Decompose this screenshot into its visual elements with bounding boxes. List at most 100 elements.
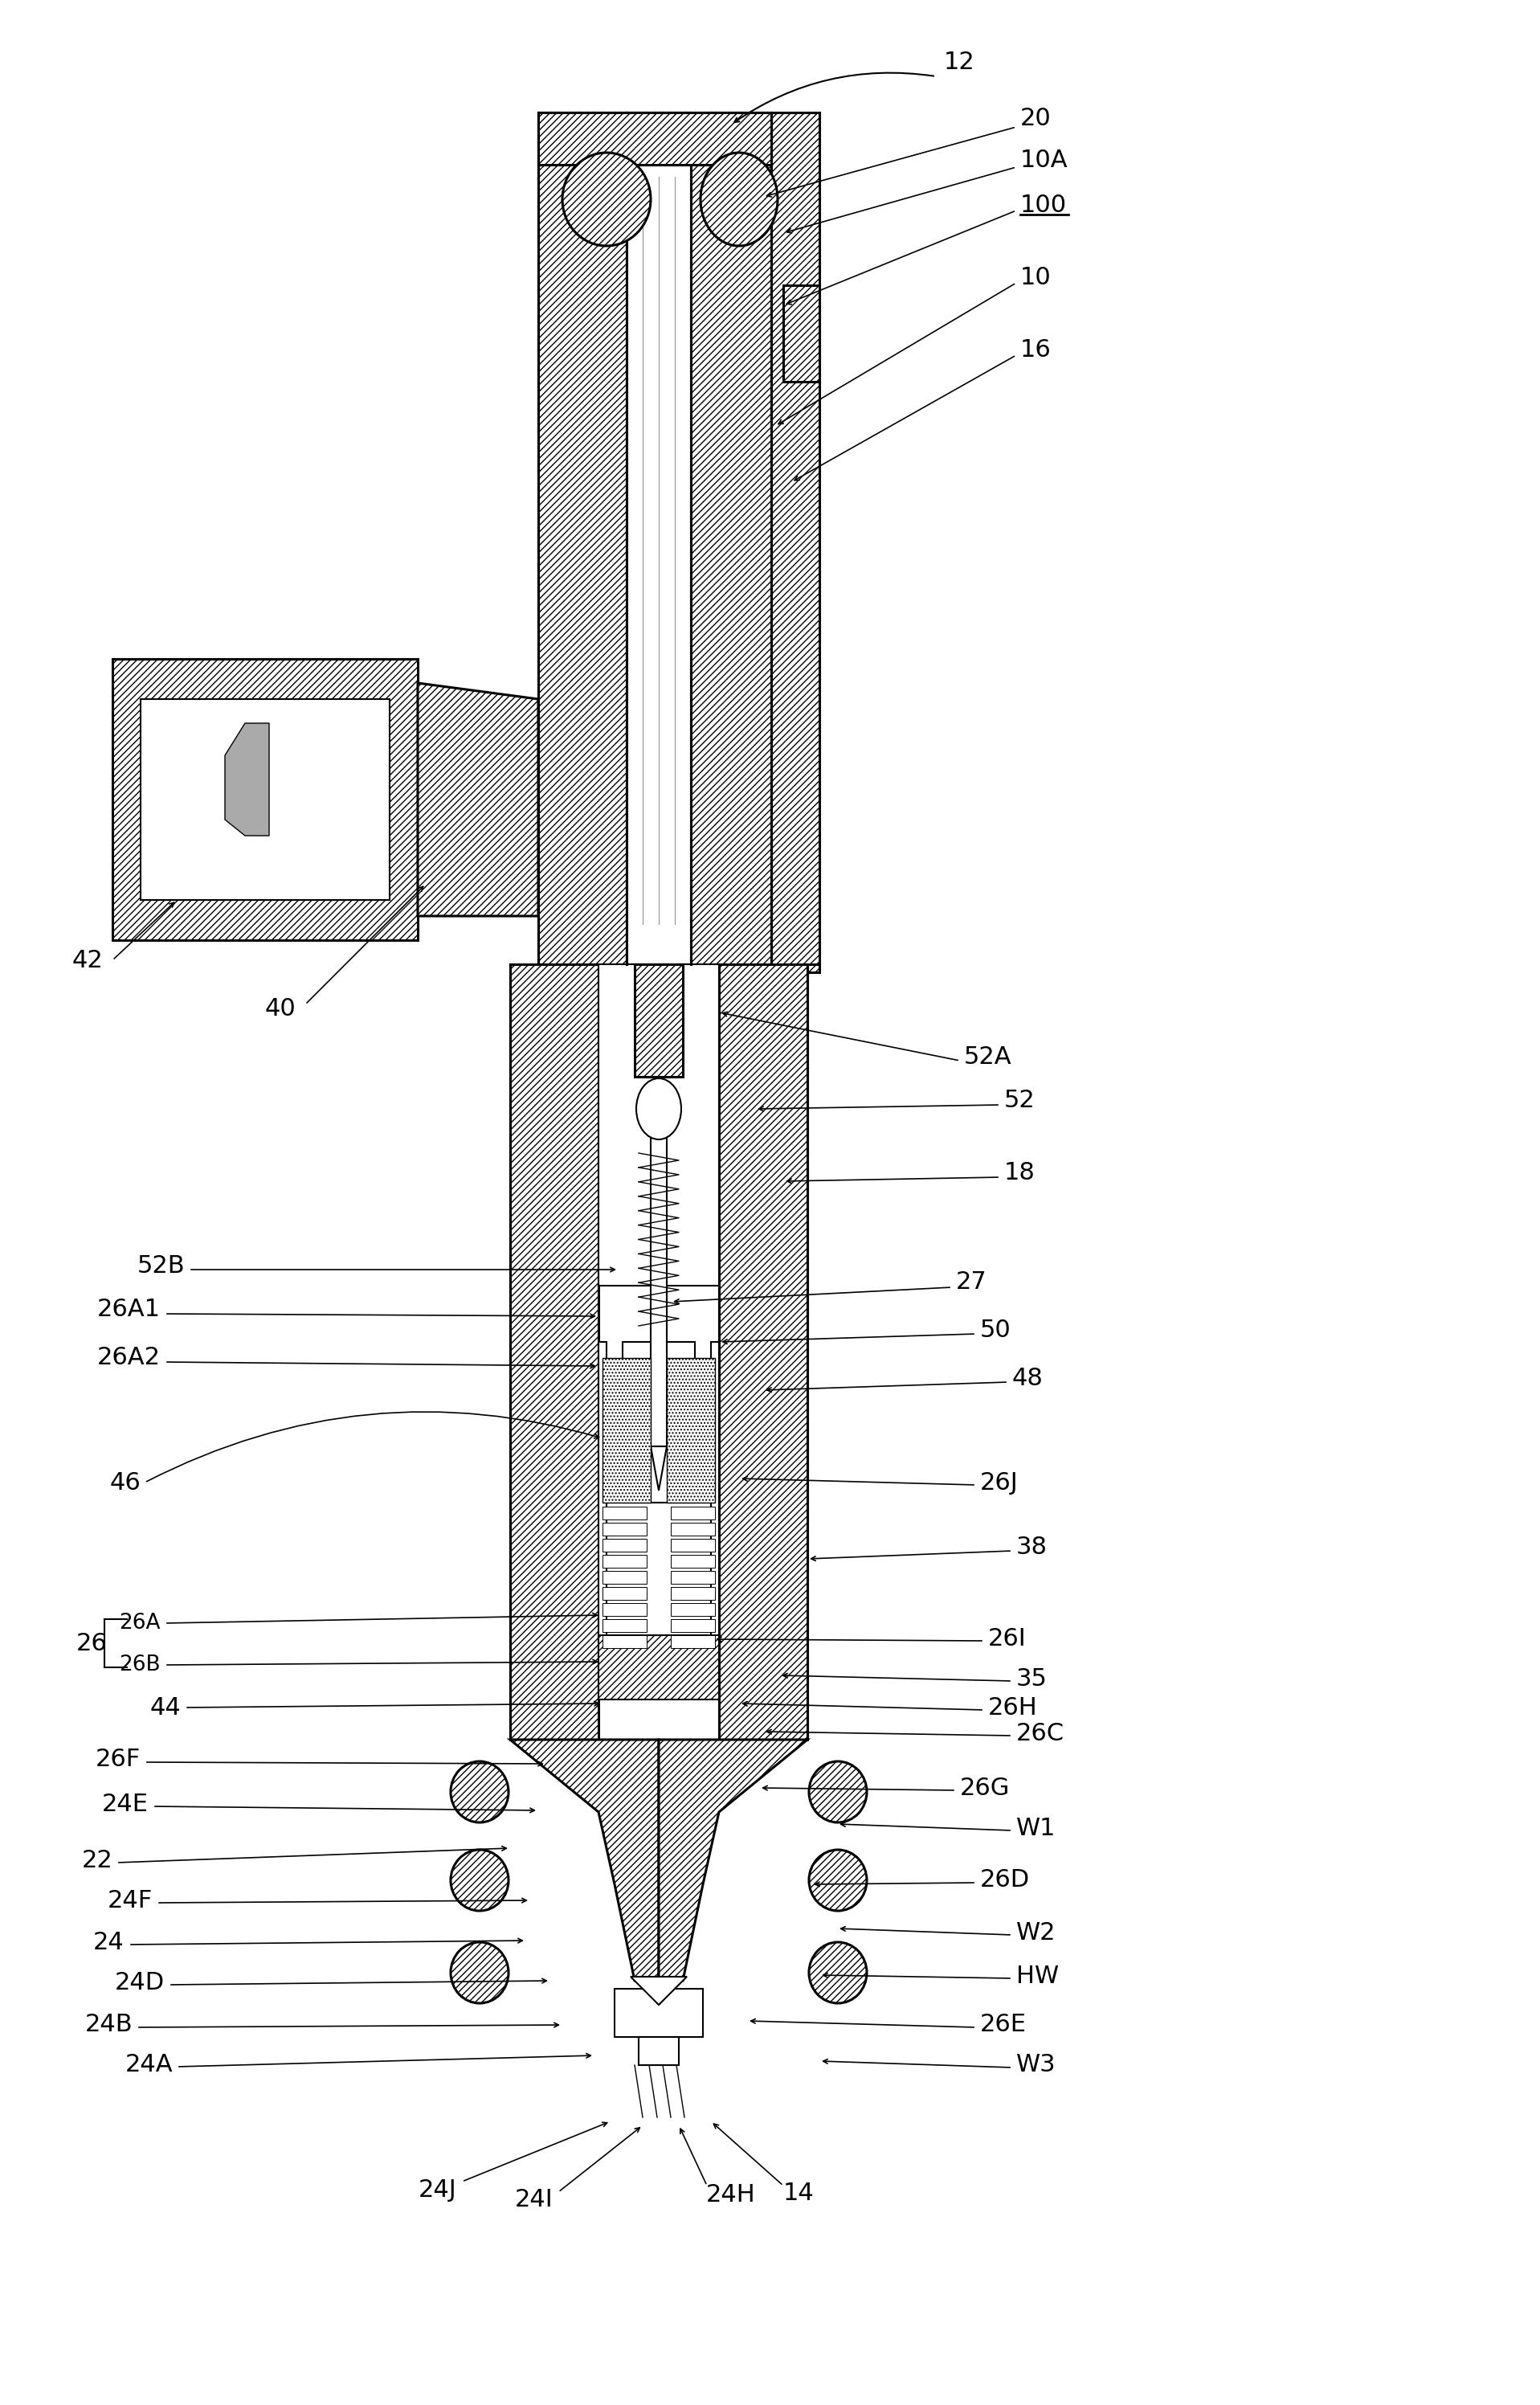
Text: 26G: 26G (959, 1777, 1010, 1799)
Text: 24E: 24E (102, 1792, 149, 1816)
Bar (671, 1635, 715, 1647)
Text: 16: 16 (1019, 337, 1052, 361)
Text: 100: 100 (1019, 192, 1067, 216)
Bar (671, 1604, 715, 1616)
Bar (602, 1556, 647, 1568)
Ellipse shape (701, 152, 778, 245)
Text: 26A1: 26A1 (97, 1299, 160, 1320)
Bar (622, 1342, 695, 1503)
Text: 35: 35 (1016, 1667, 1047, 1691)
Bar (772, 113, 819, 972)
Text: 26J: 26J (979, 1472, 1018, 1494)
Text: 18: 18 (1004, 1162, 1035, 1186)
Polygon shape (417, 683, 539, 916)
Bar (599, 1635, 719, 1700)
Text: 26A: 26A (119, 1614, 160, 1633)
Text: 38: 38 (1016, 1534, 1047, 1558)
Text: 52A: 52A (964, 1046, 1012, 1068)
Text: 12: 12 (944, 51, 975, 75)
Ellipse shape (808, 1849, 867, 1912)
Bar (671, 1556, 715, 1568)
Bar (634, 964, 682, 1077)
Text: 27: 27 (956, 1270, 987, 1294)
Bar (539, 113, 772, 164)
Bar (691, 113, 772, 964)
Bar (602, 1604, 647, 1616)
Text: W2: W2 (1016, 1922, 1056, 1943)
Text: 24I: 24I (514, 2189, 553, 2213)
Ellipse shape (636, 1077, 681, 1140)
Text: 24A: 24A (125, 2054, 172, 2078)
Text: 24: 24 (94, 1931, 125, 1955)
Text: 26H: 26H (989, 1696, 1038, 1720)
Bar (510, 964, 599, 1739)
Text: 22: 22 (82, 1849, 112, 1871)
Bar (602, 1522, 647, 1534)
Bar (719, 964, 807, 1739)
Ellipse shape (808, 1943, 867, 2003)
Polygon shape (651, 1445, 667, 1491)
Bar (599, 964, 719, 1287)
Bar (602, 1570, 647, 1585)
Text: 40: 40 (265, 996, 296, 1020)
Text: 44: 44 (149, 1696, 180, 1720)
Bar (602, 1635, 647, 1647)
Bar (671, 1619, 715, 1633)
Bar (627, 113, 691, 964)
Bar (671, 1522, 715, 1534)
Polygon shape (225, 724, 270, 835)
Bar (602, 1587, 647, 1599)
Ellipse shape (451, 1760, 508, 1823)
Text: 26B: 26B (119, 1655, 160, 1676)
Text: 48: 48 (1012, 1366, 1044, 1390)
Text: 42: 42 (72, 948, 103, 972)
Text: 26I: 26I (989, 1628, 1027, 1650)
Text: 26F: 26F (95, 1748, 140, 1772)
Text: 52B: 52B (137, 1253, 185, 1277)
Text: HW: HW (1016, 1965, 1060, 1989)
Text: W3: W3 (1016, 2054, 1056, 2078)
Bar (599, 1342, 607, 1676)
Bar (671, 1570, 715, 1585)
Text: 26E: 26E (979, 2013, 1027, 2037)
Bar (667, 1359, 715, 1503)
Text: W1: W1 (1016, 1816, 1056, 1840)
Bar (602, 1539, 647, 1551)
Text: 20: 20 (1019, 108, 1052, 130)
Text: 10A: 10A (1019, 149, 1069, 173)
Bar (602, 1359, 651, 1503)
Text: 14: 14 (784, 2181, 815, 2205)
Bar (671, 1587, 715, 1599)
Text: 46: 46 (109, 1472, 140, 1494)
Text: 26D: 26D (979, 1869, 1030, 1893)
Bar (639, 2037, 679, 2066)
Bar (602, 1506, 647, 1520)
Ellipse shape (808, 1760, 867, 1823)
Bar (140, 700, 390, 899)
Bar (671, 1539, 715, 1551)
Bar (614, 1989, 702, 2037)
Bar (112, 659, 417, 940)
Text: 26A2: 26A2 (97, 1347, 160, 1368)
Text: 24H: 24H (707, 2184, 756, 2208)
Polygon shape (630, 1977, 687, 2006)
Text: 26: 26 (77, 1631, 108, 1655)
Text: 26C: 26C (1016, 1722, 1064, 1746)
Text: 24B: 24B (85, 2013, 132, 2037)
Bar (602, 1619, 647, 1633)
Text: 52: 52 (1004, 1089, 1035, 1114)
Bar (784, 286, 819, 382)
Bar (539, 113, 627, 964)
Ellipse shape (451, 1849, 508, 1912)
Text: 24D: 24D (116, 1972, 165, 1994)
Ellipse shape (451, 1943, 508, 2003)
Polygon shape (510, 1739, 659, 1989)
Text: 24J: 24J (419, 2179, 457, 2201)
Polygon shape (659, 1739, 807, 1989)
Ellipse shape (562, 152, 651, 245)
Bar (671, 1506, 715, 1520)
Text: 50: 50 (979, 1318, 1012, 1342)
Text: 10: 10 (1019, 265, 1052, 289)
Text: 24F: 24F (108, 1888, 152, 1912)
Bar (711, 1342, 719, 1676)
